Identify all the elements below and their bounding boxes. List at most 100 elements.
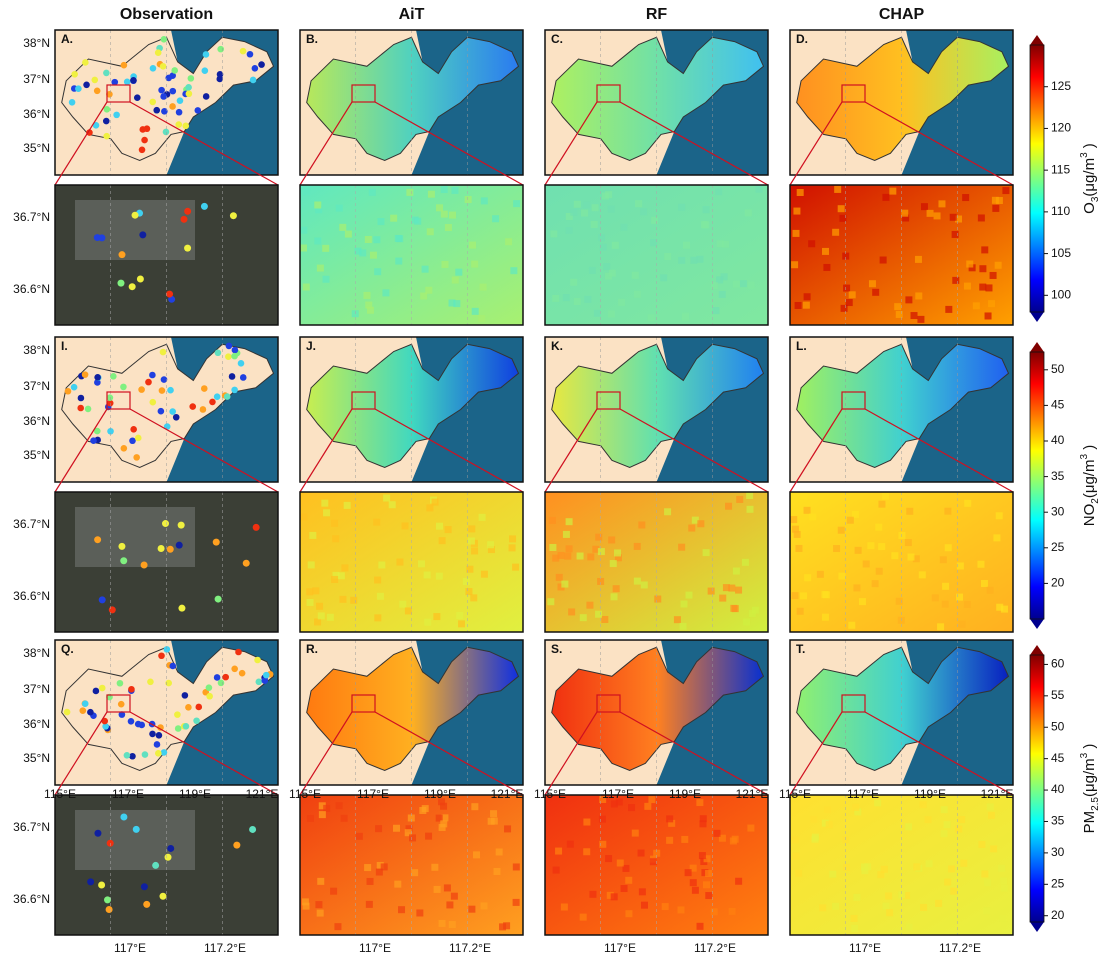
panel-label: T.	[796, 642, 805, 656]
zoom-pixel	[406, 189, 413, 196]
station-dot	[169, 408, 176, 415]
station-dot	[83, 81, 90, 88]
zoom-pixel	[708, 588, 715, 595]
zoom-pixel	[608, 310, 615, 317]
zoom-pixel	[332, 535, 339, 542]
station-dot	[138, 386, 145, 393]
zoom-pixel	[803, 302, 810, 309]
station-dot	[143, 901, 150, 908]
station-dot	[226, 343, 233, 350]
lon-tick-label: 119°E	[424, 787, 456, 801]
zoom-pixel	[703, 881, 710, 888]
zoom-pixel	[752, 607, 759, 614]
station-dot	[160, 349, 167, 356]
station-dot	[155, 750, 162, 757]
zoom-pixel	[611, 893, 618, 900]
zoom-pixel	[878, 543, 885, 550]
zoom-pixel	[472, 308, 479, 315]
station-dot	[103, 133, 110, 140]
station-dot	[252, 65, 259, 72]
station-dot	[98, 234, 105, 241]
station-dot	[158, 545, 165, 552]
colorbar-tick-label: 35	[1051, 469, 1065, 483]
lat-tick-label: 35°N	[23, 751, 50, 765]
station-dot	[139, 231, 146, 238]
zoom-pixel	[550, 230, 557, 237]
zoom-pixel	[473, 851, 480, 858]
zoom-pixel	[564, 553, 571, 560]
station-dot	[214, 393, 221, 400]
zoom-pixel	[829, 871, 836, 878]
station-dot	[214, 674, 221, 681]
zoom-pixel	[608, 206, 615, 213]
zoom-pixel	[318, 612, 325, 619]
lon-tick-label: 115°E	[44, 787, 76, 801]
zoom-pixel	[566, 227, 573, 234]
zoom-pixel	[634, 543, 641, 550]
zoom-pixel	[612, 242, 619, 249]
colorbar-tick-label: 40	[1051, 782, 1065, 796]
station-dot	[139, 146, 146, 153]
zoom-pixel	[414, 218, 421, 225]
station-dot	[169, 103, 176, 110]
zoom-pixel	[921, 203, 928, 210]
station-dot	[183, 723, 190, 730]
zoom-pixel	[603, 263, 610, 270]
zoom-pixel	[563, 294, 570, 301]
station-dot	[153, 107, 160, 114]
zoom-pixel	[729, 908, 736, 915]
zoom-pixel	[499, 923, 506, 930]
zoom-pixel	[567, 841, 574, 848]
zoom-pixel	[422, 266, 429, 273]
station-dot	[163, 129, 170, 136]
zoom-pixel	[955, 826, 962, 833]
zoom-pixel	[678, 257, 685, 264]
zoom-pixel	[471, 261, 478, 268]
station-dot	[129, 753, 136, 760]
colorbar-label-part: )	[1081, 143, 1098, 152]
column-title: Observation	[120, 6, 213, 23]
zoom-pixel	[374, 577, 381, 584]
zoom-pixel	[685, 869, 692, 876]
zoom-pixel	[988, 300, 995, 307]
zoom-pixel	[490, 810, 497, 817]
zoom-pixel	[733, 281, 740, 288]
zoom-pixel	[428, 191, 435, 198]
zoom-pixel	[452, 277, 459, 284]
station-dot	[218, 680, 225, 687]
station-dot	[130, 426, 137, 433]
station-dot	[215, 596, 222, 603]
lon-tick-label: 119°E	[669, 787, 701, 801]
zoom-pixel	[944, 879, 951, 886]
zoom-pixel	[436, 573, 443, 580]
panel-label: K.	[551, 339, 563, 353]
zoom-pixel	[586, 602, 593, 609]
station-dot	[184, 208, 191, 215]
zoom-pixel	[944, 508, 951, 515]
zoom-pixel	[589, 891, 596, 898]
station-dot	[78, 395, 85, 402]
zoom-pixel	[926, 860, 933, 867]
zoom-pixel	[395, 235, 402, 242]
station-dot	[176, 109, 183, 116]
zoom-pixel	[470, 594, 477, 601]
zoom-pixel	[509, 535, 516, 542]
zoom-pixel	[797, 189, 804, 196]
zoom-pixel	[882, 493, 889, 500]
zoom-pixel	[634, 291, 641, 298]
zoom-pixel	[740, 280, 747, 287]
zoom-pixel	[434, 886, 441, 893]
zoom-pixel	[958, 816, 965, 823]
zoom-pixel	[696, 256, 703, 263]
zoom-pixel	[878, 501, 885, 508]
zoom-pixel	[561, 903, 568, 910]
zoom-pixel	[915, 292, 922, 299]
zoom-pixel	[441, 186, 448, 193]
zoom-pixel	[882, 194, 889, 201]
zoom-pixel	[331, 520, 338, 527]
station-dot	[99, 685, 106, 692]
zoom-pixel	[735, 878, 742, 885]
zoom-pixel	[341, 815, 348, 822]
zoom-pixel	[966, 261, 973, 268]
station-dot	[129, 437, 136, 444]
